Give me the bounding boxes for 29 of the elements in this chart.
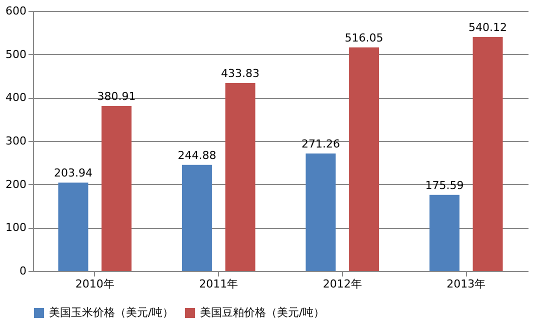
data-label: 244.88 [178, 148, 216, 162]
x-tick-label: 2010年 [75, 278, 114, 290]
x-tick-label: 2011年 [199, 278, 238, 290]
bar [58, 182, 88, 271]
data-label: 540.12 [468, 20, 508, 34]
y-tick-label: 400 [6, 91, 26, 104]
bar [225, 83, 256, 271]
data-label: 516.05 [344, 31, 384, 44]
data-label: 433.83 [221, 67, 260, 80]
y-tick-label: 600 [6, 4, 26, 18]
x-tick-label: 2012年 [322, 278, 362, 290]
data-label: 380.91 [97, 90, 136, 103]
data-label: 203.94 [54, 166, 92, 180]
y-tick-label: 300 [6, 134, 26, 148]
bar [429, 194, 460, 271]
y-tick-label: 0 [20, 264, 26, 278]
y-tick-label: 500 [6, 48, 26, 61]
bar [349, 47, 380, 271]
legend-label: 美国玉米价格（美元/吨） [49, 306, 174, 319]
data-label: 271.26 [301, 137, 340, 150]
y-tick-label: 200 [6, 178, 26, 191]
data-label: 175.59 [425, 178, 464, 192]
x-tick-label: 2013年 [446, 278, 486, 290]
bar [102, 106, 132, 271]
y-tick-label: 100 [6, 221, 26, 234]
legend-label: 美国豆粕价格（美元/吨） [200, 306, 325, 319]
bar [306, 153, 336, 271]
bar [472, 36, 503, 271]
bar [182, 164, 212, 271]
